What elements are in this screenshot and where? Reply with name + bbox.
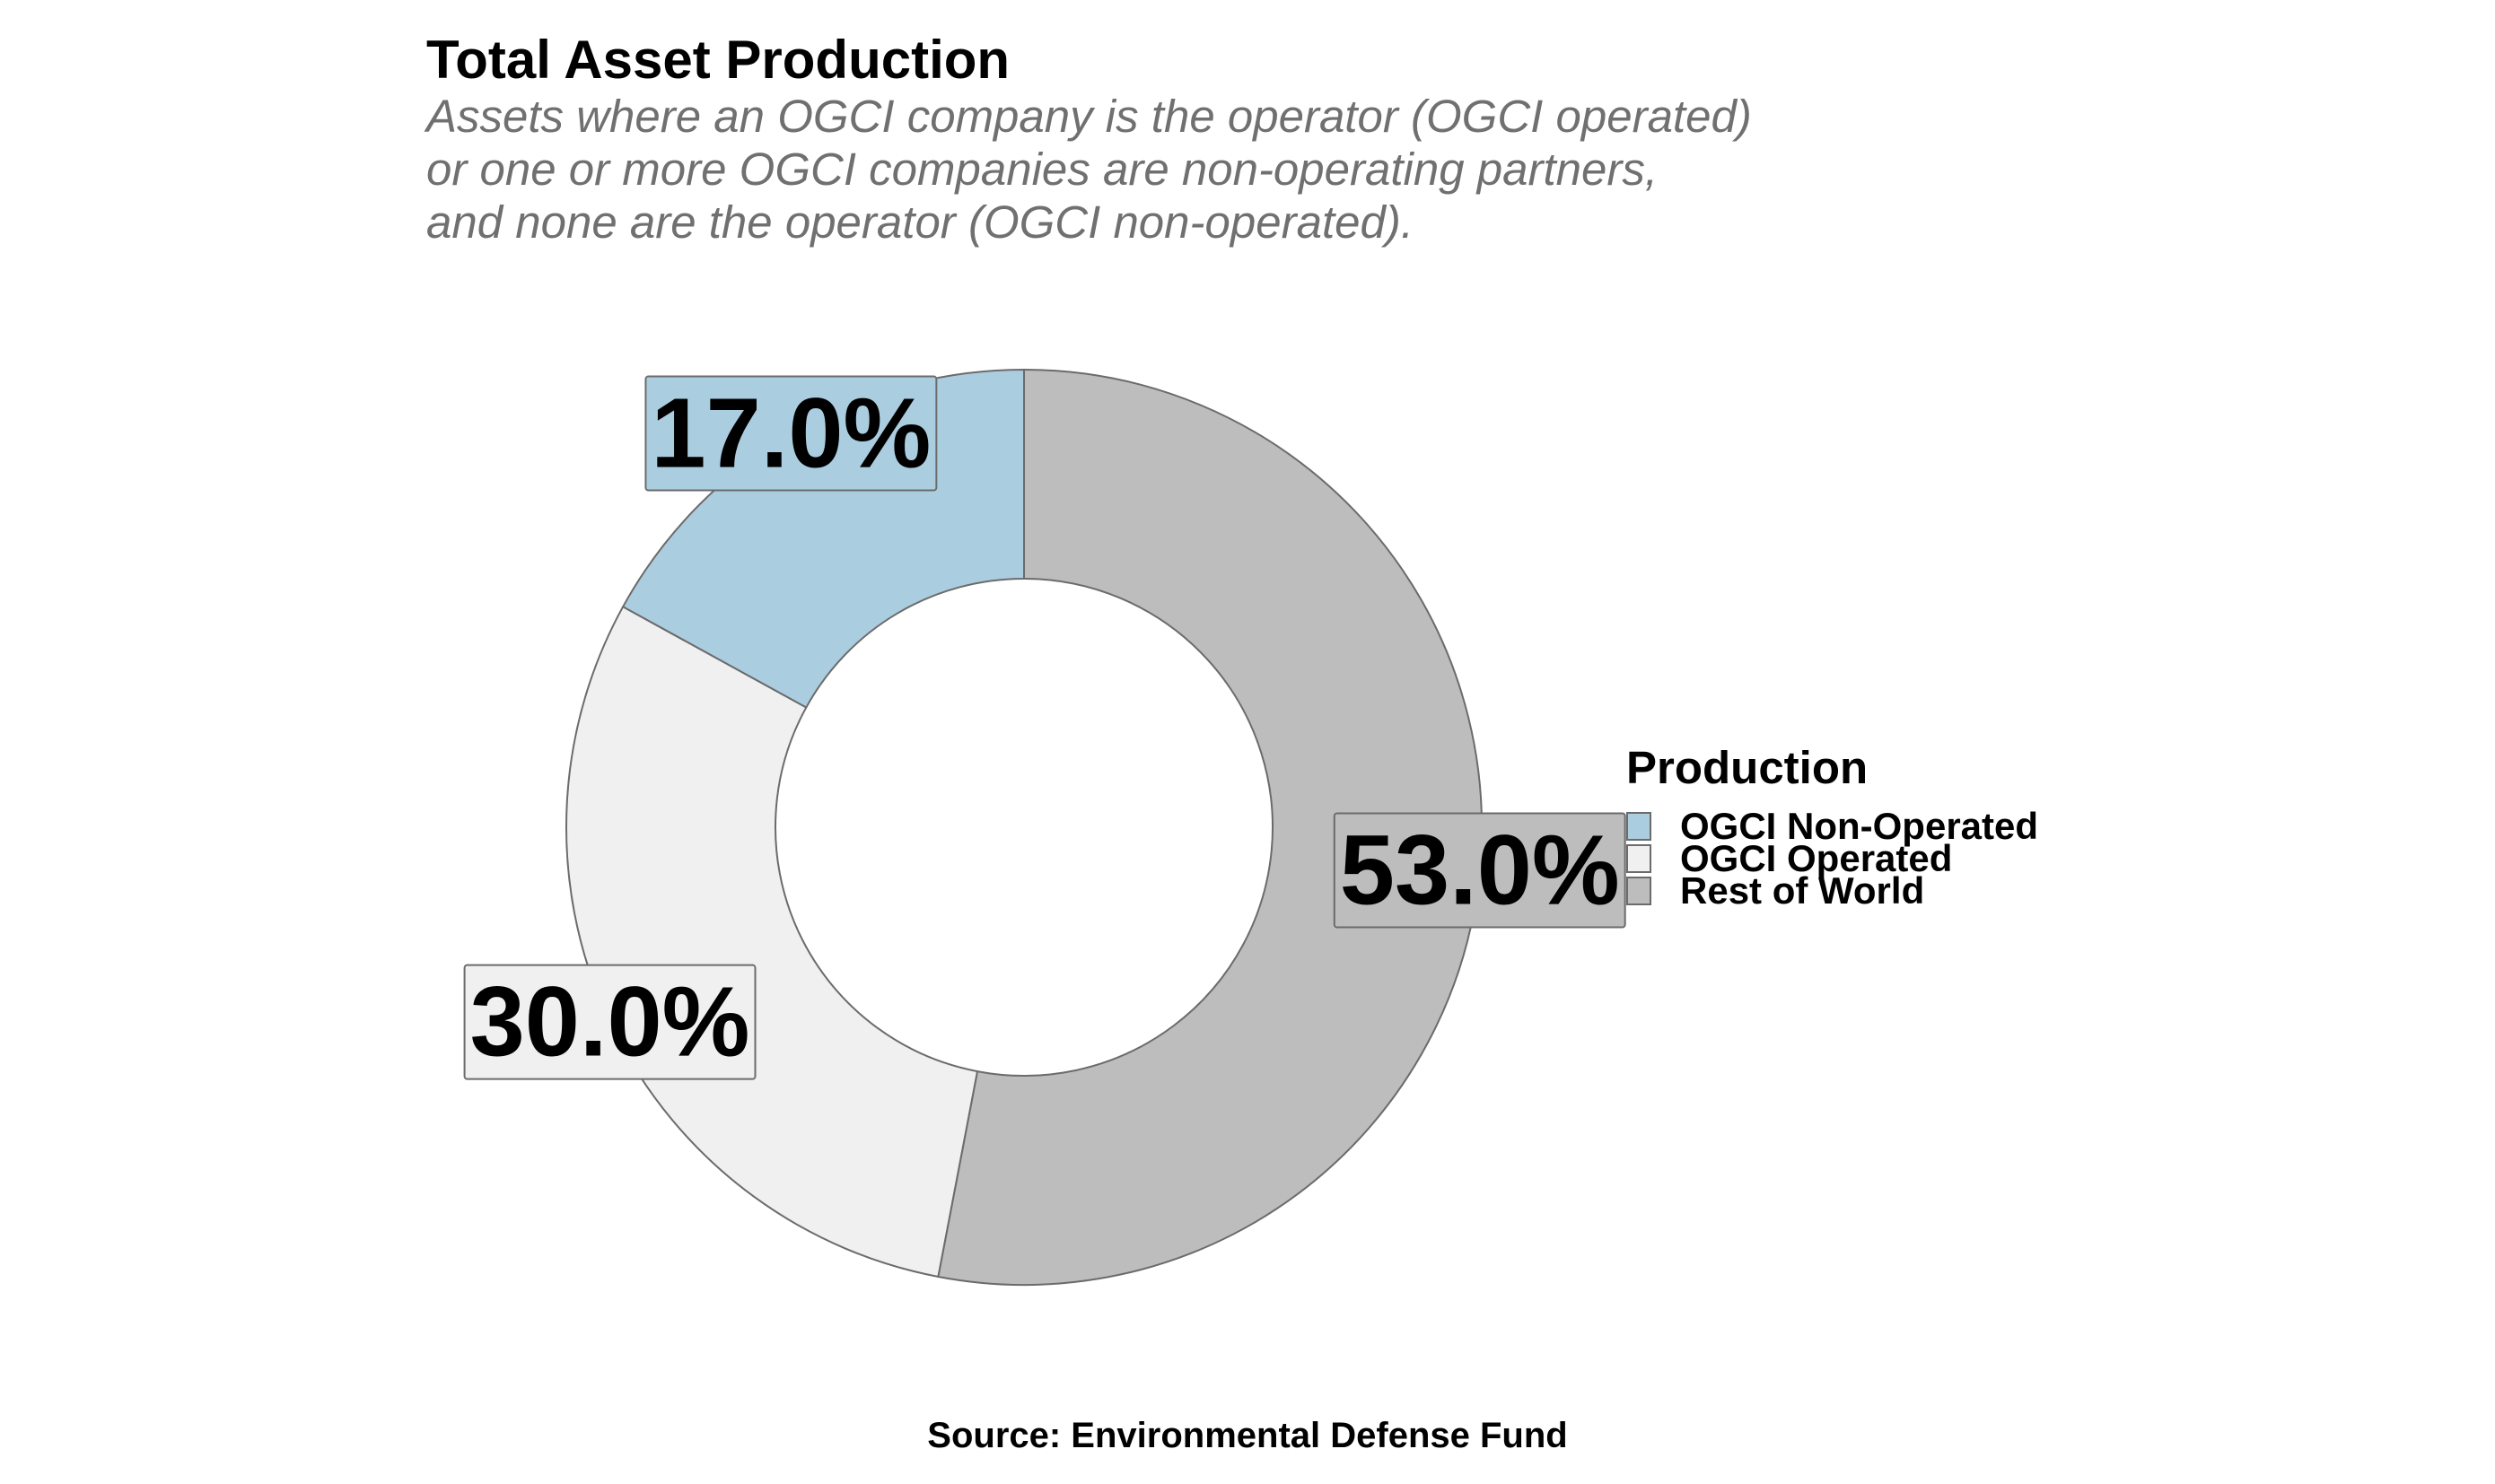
legend-item-ogci-non-operated: OGCI Non-Operated bbox=[1626, 805, 2039, 847]
source-caption: Source: Environmental Defense Fund bbox=[927, 1416, 1568, 1455]
legend-item-ogci-operated: OGCI Operated bbox=[1626, 837, 2038, 879]
slice-label: 17.0% bbox=[644, 375, 938, 492]
legend-label: OGCI Non-Operated bbox=[1680, 805, 2039, 847]
slice-label-box bbox=[644, 375, 938, 492]
slice-label-text: 53.0% bbox=[1340, 815, 1620, 925]
slice-label: 53.0% bbox=[1333, 812, 1626, 929]
legend-item-rest-of-world: Rest of World bbox=[1626, 869, 2038, 912]
legend-swatch bbox=[1626, 877, 1651, 905]
legend-swatch bbox=[1626, 844, 1651, 873]
slice-label-text: 30.0% bbox=[470, 967, 750, 1078]
legend-title: Production bbox=[1626, 742, 1869, 793]
chart-subtitle: Assets where an OGCI company is the oper… bbox=[426, 90, 1752, 249]
donut-slice-ogci-operated bbox=[565, 605, 979, 1279]
donut-slice-rest-of-world bbox=[937, 368, 1483, 1286]
subtitle-line-1: Assets where an OGCI company is the oper… bbox=[426, 91, 1752, 142]
legend-label: OGCI Operated bbox=[1680, 837, 1953, 879]
subtitle-line-3: and none are the operator (OGCI non-oper… bbox=[426, 196, 1414, 248]
slice-label-box bbox=[463, 964, 757, 1080]
slice-label: 30.0% bbox=[463, 964, 757, 1080]
slice-label-text: 17.0% bbox=[651, 379, 931, 489]
legend-swatch bbox=[1626, 812, 1651, 841]
subtitle-line-2: or one or more OGCI companies are non-op… bbox=[426, 144, 1659, 195]
chart-title: Total Asset Production bbox=[426, 30, 1011, 90]
legend-label: Rest of World bbox=[1680, 869, 1925, 912]
slice-label-box bbox=[1333, 812, 1626, 929]
legend: Production OGCI Non-Operated OGCI Operat… bbox=[1626, 741, 2039, 912]
slice-labels: 17.0% 30.0% 53.0% bbox=[463, 375, 1626, 1080]
